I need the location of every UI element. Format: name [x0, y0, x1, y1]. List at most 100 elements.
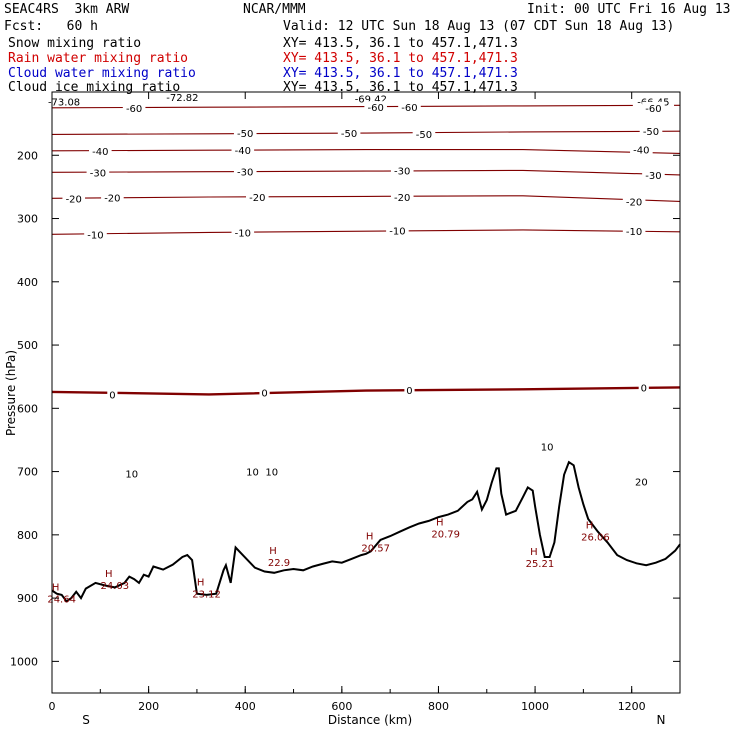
- y-tick-label: 400: [17, 276, 38, 289]
- y-tick-label: 900: [17, 592, 38, 605]
- contour-label: 0: [641, 383, 647, 394]
- x-tick-label: 800: [428, 700, 449, 713]
- model-name: SEAC4RS 3km ARW: [4, 2, 130, 17]
- field-xy-rain: XY= 413.5, 36.1 to 457.1,471.3: [283, 51, 518, 66]
- contour-label-bg: [244, 465, 261, 477]
- x-tick-label: 0: [49, 700, 56, 713]
- valid-time: Valid: 12 UTC Sun 18 Aug 13 (07 CDT Sun …: [283, 19, 675, 34]
- isotherm-line: [51, 169, 681, 176]
- contour-label-bg: [259, 386, 270, 398]
- contour-labels: -73.08-72.82-69.42-66.45-60-60-60-60-50-…: [43, 91, 675, 489]
- contour-label-bg: [86, 166, 110, 178]
- isotherm-line: [51, 130, 681, 135]
- contour-label-bg: [404, 383, 415, 395]
- contour-label-bg: [412, 127, 436, 139]
- forecast-hour: Fcst: 60 h: [4, 19, 98, 34]
- axes: 0 200 400 600 800 1000 12002003004005006007008…: [10, 92, 681, 713]
- contour-label: -30: [645, 171, 661, 182]
- contour-label: -10: [389, 227, 405, 238]
- contour-label: -69.42: [355, 94, 387, 105]
- contour-label-bg: [337, 127, 361, 139]
- contour-label-bg: [538, 440, 556, 452]
- y-axis-title: Pressure (hPa): [4, 350, 18, 436]
- contour-label-bg: [263, 465, 280, 477]
- contour-label-bg: [89, 144, 112, 156]
- terrain-layer: [51, 460, 681, 603]
- contour-label: -72.82: [166, 93, 198, 104]
- field-label-rain: Rain water mixing ratio: [8, 51, 189, 66]
- contour-label-bg: [161, 91, 204, 103]
- contour-label: -60: [401, 103, 417, 114]
- contour-label-bg: [231, 226, 255, 238]
- contour-label: 0: [261, 389, 267, 400]
- y-tick-label: 500: [17, 339, 38, 352]
- contour-label-bg: [231, 144, 255, 156]
- contour-label: -20: [394, 193, 410, 204]
- y-tick-label: 200: [17, 149, 38, 162]
- contour-label-bg: [642, 101, 665, 113]
- high-value: 20.79: [431, 529, 460, 540]
- field-xy-cloud-water: XY= 413.5, 36.1 to 457.1,471.3: [283, 66, 518, 81]
- contour-label-bg: [43, 95, 85, 107]
- contour-label-bg: [122, 101, 146, 113]
- high-marker: H: [105, 569, 113, 580]
- high-marker: H: [269, 546, 277, 557]
- contour-label-bg: [638, 381, 649, 393]
- contour-label-bg: [390, 191, 414, 203]
- contour-label-bg: [350, 92, 392, 104]
- y-tick-label: 800: [17, 529, 38, 542]
- field-label-cloud-water: Cloud water mixing ratio: [8, 66, 196, 81]
- high-value: 24.03: [100, 581, 129, 592]
- high-marker: H: [52, 583, 60, 594]
- contour-label: 20: [635, 478, 648, 489]
- contour-label-bg: [84, 228, 107, 240]
- x-tick-label: 600: [331, 700, 352, 713]
- high-value: 24.64: [47, 595, 76, 606]
- contour-label: 10: [541, 442, 554, 453]
- high-value: 26.06: [581, 533, 610, 544]
- contour-label: -30: [237, 168, 253, 179]
- x-tick-label: 400: [235, 700, 256, 713]
- contour-label-bg: [398, 101, 421, 113]
- contour-label: -10: [87, 230, 103, 241]
- contour-label-bg: [107, 388, 118, 400]
- x-axis-title: Distance (km): [328, 713, 412, 727]
- high-marker: H: [366, 531, 374, 542]
- contour-label: -20: [249, 193, 265, 204]
- high-marker: H: [197, 577, 205, 588]
- contour-label-bg: [101, 191, 124, 203]
- high-marker: H: [436, 517, 444, 528]
- contour-label: -30: [90, 168, 106, 179]
- y-tick-label: 1000: [10, 655, 38, 668]
- contour-label-bg: [233, 165, 257, 177]
- high-value: 25.21: [526, 559, 555, 570]
- high-value: 20.57: [361, 543, 390, 554]
- contour-label: -20: [66, 194, 82, 205]
- x-tick-label: 1200: [618, 700, 646, 713]
- contour-label-bg: [630, 143, 653, 155]
- contour-label: 10: [265, 468, 278, 479]
- isotherm-line: [51, 386, 681, 396]
- contour-label: -40: [235, 146, 251, 157]
- isotherm-line: [51, 229, 681, 235]
- isotherm-line: [51, 149, 681, 154]
- plot-frame: [51, 91, 681, 694]
- contour-label-bg: [633, 475, 650, 487]
- contour-label: -10: [626, 227, 642, 238]
- contour-label-bg: [632, 95, 675, 107]
- south-label: S: [82, 713, 90, 727]
- contour-label: -50: [643, 127, 659, 138]
- terrain-line: [51, 460, 681, 603]
- high-value: 22.9: [268, 558, 290, 569]
- contour-label-bg: [364, 101, 387, 113]
- contour-label: -60: [645, 104, 661, 115]
- y-tick-label: 300: [17, 213, 38, 226]
- contour-label-bg: [62, 192, 86, 204]
- isotherm-contours: [51, 104, 681, 396]
- high-marker: H: [530, 547, 538, 558]
- contour-label: -40: [633, 146, 649, 157]
- high-value: 23.12: [192, 589, 221, 600]
- contour-label: 10: [125, 469, 138, 480]
